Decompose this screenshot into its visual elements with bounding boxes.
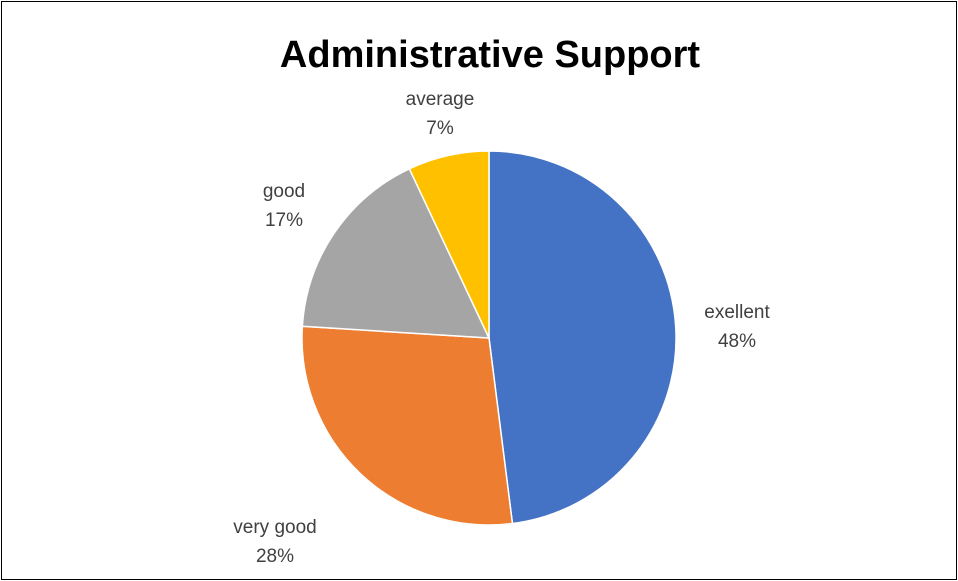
pie-labels: exellent 48% very good 28% good 17% average 7% [233, 89, 770, 567]
data-label-average: average 7% [406, 89, 475, 139]
data-label-exellent: exellent 48% [704, 302, 770, 352]
pie-slice-average [408, 150, 490, 339]
pie-slices [301, 150, 677, 526]
chart-title: Administrative Support [279, 34, 701, 76]
data-label-category: average [406, 89, 475, 110]
data-label-category: good [263, 181, 305, 202]
pie-slice-very-good [301, 325, 514, 526]
pie-slice-exellent [488, 150, 677, 525]
data-label-percent: 48% [718, 331, 756, 352]
pie-slice-good [301, 167, 491, 339]
data-label-category: very good [233, 517, 316, 538]
data-label-percent: 28% [256, 546, 294, 567]
data-label-percent: 17% [265, 210, 303, 231]
data-label-very-good: very good 28% [233, 517, 316, 567]
data-label-percent: 7% [426, 118, 454, 139]
data-label-good: good 17% [263, 181, 305, 231]
data-label-category: exellent [704, 302, 770, 323]
